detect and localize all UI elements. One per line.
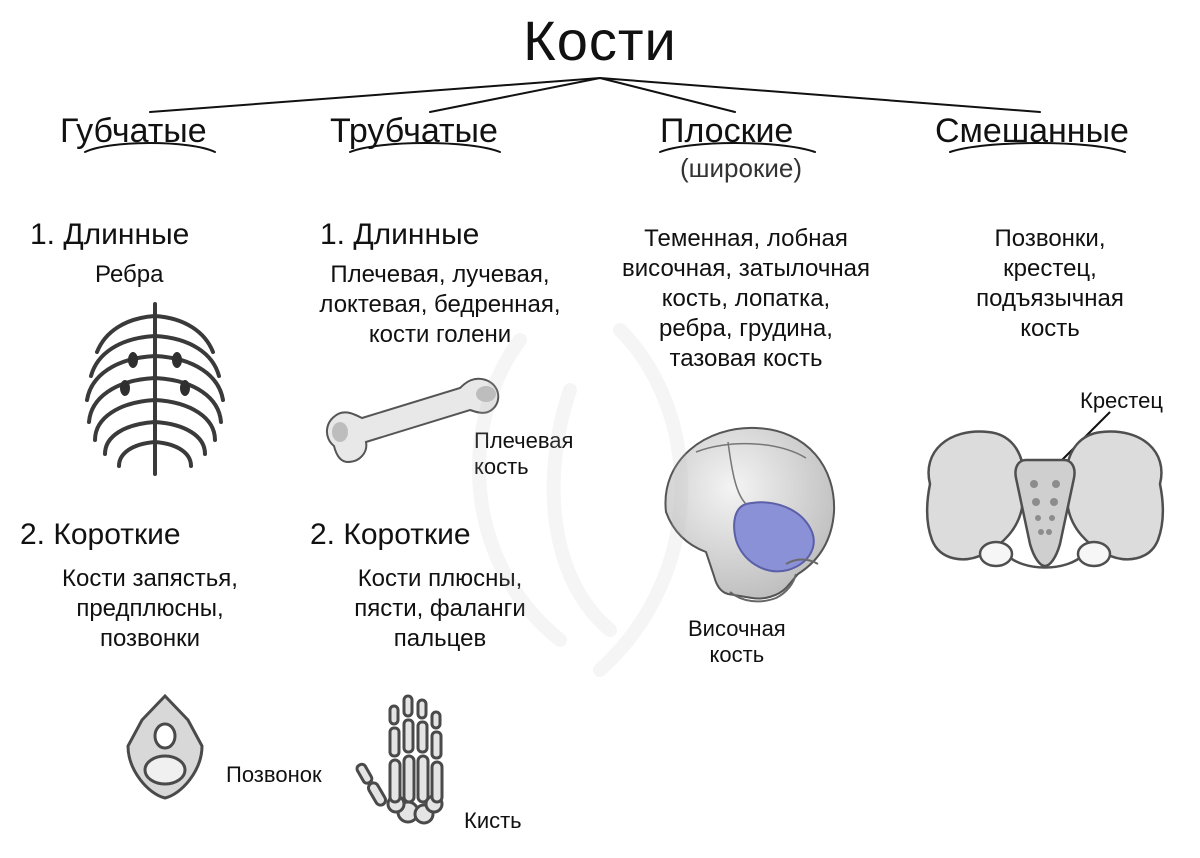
pelvis-icon xyxy=(910,404,1180,624)
cat-3-subtitle: (широкие) xyxy=(680,153,802,184)
c1-sec1-items: Ребра xyxy=(95,260,163,290)
cat-4-title: Смешанные xyxy=(935,112,1129,151)
cat-3-title: Плоские xyxy=(660,112,793,151)
c1-vertebra-caption: Позвонок xyxy=(226,762,322,788)
branch-lines xyxy=(0,0,1200,200)
c1-sec2-title: 2. Короткие xyxy=(20,518,181,552)
c4-items: Позвонки, крестец, подъязычная кость xyxy=(930,224,1170,344)
c2-hand-caption: Кисть xyxy=(464,808,522,834)
c2-sec1-title: 1. Длинные xyxy=(320,218,479,252)
cat-1-title: Губчатые xyxy=(60,112,207,151)
ribcage-icon xyxy=(75,296,235,486)
vertebra-icon xyxy=(110,690,220,810)
watermark-icon xyxy=(400,300,760,720)
c1-sec1-title: 1. Длинные xyxy=(30,218,189,252)
c1-sec2-items: Кости запястья, предплюсны, позвонки xyxy=(30,564,270,654)
cat-2-title: Трубчатые xyxy=(330,112,498,151)
